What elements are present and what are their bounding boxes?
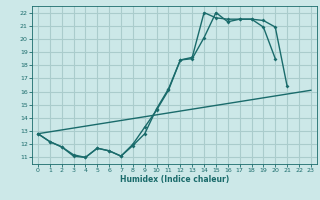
X-axis label: Humidex (Indice chaleur): Humidex (Indice chaleur) <box>120 175 229 184</box>
